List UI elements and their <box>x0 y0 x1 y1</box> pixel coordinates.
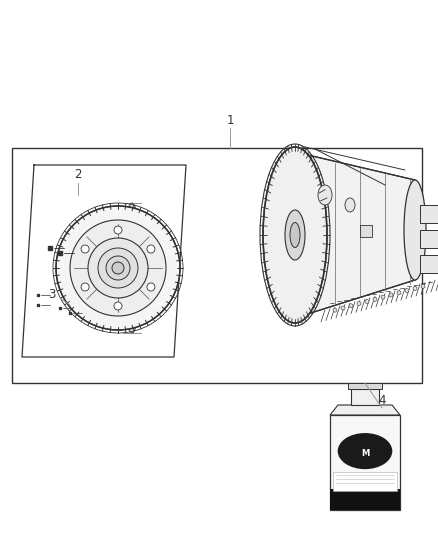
Text: 3: 3 <box>48 288 56 302</box>
Circle shape <box>81 283 89 291</box>
Text: 2: 2 <box>74 168 82 182</box>
Ellipse shape <box>290 222 300 247</box>
Circle shape <box>365 300 369 303</box>
Circle shape <box>106 256 130 280</box>
Circle shape <box>349 304 353 308</box>
Circle shape <box>88 238 148 298</box>
Text: 1: 1 <box>226 114 234 126</box>
Bar <box>348 383 382 389</box>
Circle shape <box>413 286 417 290</box>
Circle shape <box>421 284 425 288</box>
Circle shape <box>405 288 409 293</box>
Ellipse shape <box>338 433 392 469</box>
Circle shape <box>373 297 377 301</box>
Ellipse shape <box>285 210 305 260</box>
Bar <box>330 415 400 510</box>
Ellipse shape <box>123 203 141 333</box>
Text: M: M <box>361 449 369 458</box>
Bar <box>420 230 438 248</box>
Circle shape <box>56 206 180 330</box>
Bar <box>351 389 379 405</box>
Polygon shape <box>330 405 400 415</box>
Circle shape <box>381 295 385 299</box>
Circle shape <box>147 283 155 291</box>
Bar <box>330 489 400 510</box>
Circle shape <box>70 220 166 316</box>
Ellipse shape <box>404 180 426 280</box>
Ellipse shape <box>345 198 355 212</box>
Circle shape <box>114 302 122 310</box>
Ellipse shape <box>318 185 332 205</box>
Bar <box>420 255 438 273</box>
Bar <box>333 472 397 491</box>
Circle shape <box>397 291 401 295</box>
Circle shape <box>114 226 122 234</box>
Text: 4: 4 <box>378 393 386 407</box>
Ellipse shape <box>263 147 327 323</box>
Circle shape <box>81 245 89 253</box>
Bar <box>360 225 372 237</box>
Circle shape <box>98 248 138 288</box>
Bar <box>12 148 422 383</box>
Bar <box>420 205 438 223</box>
Polygon shape <box>295 152 415 318</box>
Circle shape <box>357 302 361 305</box>
Circle shape <box>147 245 155 253</box>
Circle shape <box>389 293 393 297</box>
Circle shape <box>112 262 124 274</box>
Circle shape <box>333 308 337 312</box>
Circle shape <box>341 306 345 310</box>
